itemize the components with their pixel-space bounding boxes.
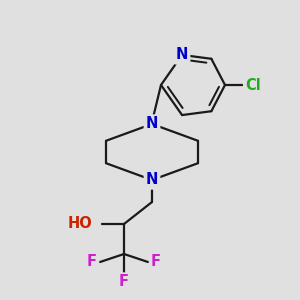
Text: F: F [119,274,129,290]
Text: N: N [146,172,158,188]
Text: F: F [87,254,97,269]
Text: N: N [146,116,158,131]
Text: HO: HO [67,217,92,232]
Text: N: N [176,47,188,62]
Text: Cl: Cl [245,77,261,92]
Text: F: F [151,254,161,269]
